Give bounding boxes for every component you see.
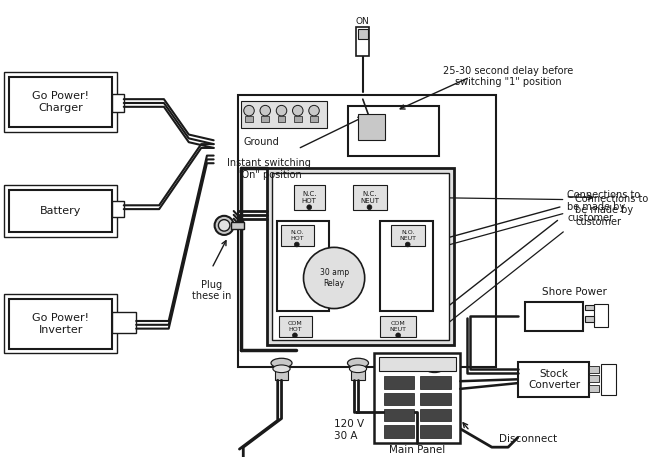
Bar bbox=[237, 95, 496, 367]
Circle shape bbox=[293, 333, 297, 338]
Bar bbox=[518, 362, 589, 396]
Bar bbox=[380, 220, 432, 311]
Bar bbox=[349, 106, 440, 156]
Bar bbox=[277, 116, 285, 122]
Bar bbox=[420, 425, 451, 438]
Text: N.C.
HOT: N.C. HOT bbox=[302, 191, 317, 204]
Circle shape bbox=[307, 205, 312, 210]
Text: Battery: Battery bbox=[40, 206, 81, 216]
Bar bbox=[9, 77, 112, 127]
Circle shape bbox=[396, 333, 401, 338]
Bar bbox=[594, 304, 608, 327]
Bar bbox=[589, 366, 599, 373]
Bar bbox=[589, 375, 599, 382]
Text: Go Power!
Inverter: Go Power! Inverter bbox=[32, 313, 89, 335]
Bar bbox=[310, 116, 318, 122]
Text: Connections to
be made by
customer: Connections to be made by customer bbox=[567, 190, 641, 223]
Text: Connections to
be made by
customer: Connections to be made by customer bbox=[575, 194, 648, 227]
Ellipse shape bbox=[218, 219, 230, 231]
Text: Ground: Ground bbox=[243, 137, 279, 148]
Text: Instant switching
"On" position: Instant switching "On" position bbox=[227, 158, 311, 180]
Bar bbox=[353, 185, 387, 210]
Bar bbox=[281, 226, 314, 247]
Bar bbox=[277, 220, 330, 311]
Bar bbox=[384, 376, 415, 389]
Bar bbox=[245, 116, 253, 122]
Bar bbox=[391, 226, 425, 247]
Bar bbox=[4, 72, 117, 132]
Bar bbox=[356, 28, 370, 56]
Circle shape bbox=[260, 106, 271, 116]
Bar bbox=[294, 185, 324, 210]
Circle shape bbox=[244, 106, 254, 116]
Bar bbox=[4, 185, 117, 237]
Bar bbox=[384, 409, 415, 421]
Ellipse shape bbox=[215, 216, 234, 235]
Bar bbox=[112, 201, 124, 217]
Bar bbox=[279, 316, 312, 337]
Bar bbox=[358, 113, 385, 140]
Bar bbox=[358, 29, 368, 39]
Bar bbox=[9, 190, 112, 232]
Bar bbox=[428, 369, 441, 380]
Text: Disconnect: Disconnect bbox=[499, 433, 557, 444]
Bar bbox=[384, 393, 415, 405]
Circle shape bbox=[367, 205, 372, 210]
Bar bbox=[379, 357, 455, 371]
Bar bbox=[420, 409, 451, 421]
Bar bbox=[294, 116, 302, 122]
Bar bbox=[589, 385, 599, 392]
Text: N.O.
HOT: N.O. HOT bbox=[290, 231, 304, 241]
Text: Shore Power: Shore Power bbox=[542, 287, 606, 297]
Circle shape bbox=[295, 242, 299, 247]
Bar bbox=[380, 316, 416, 337]
Ellipse shape bbox=[349, 365, 366, 373]
Text: 30 amp
Relay: 30 amp Relay bbox=[320, 268, 349, 288]
Ellipse shape bbox=[424, 358, 445, 368]
Text: Go Power!
Charger: Go Power! Charger bbox=[32, 91, 89, 113]
Text: COM
NEUT: COM NEUT bbox=[389, 321, 407, 332]
Text: 25-30 second delay before
switching "1" position: 25-30 second delay before switching "1" … bbox=[443, 66, 573, 87]
Bar bbox=[234, 92, 500, 371]
Text: COM
HOT: COM HOT bbox=[287, 321, 302, 332]
Bar bbox=[384, 425, 415, 438]
Circle shape bbox=[309, 106, 319, 116]
Bar bbox=[420, 393, 451, 405]
Ellipse shape bbox=[273, 365, 290, 373]
Bar bbox=[585, 305, 594, 311]
Circle shape bbox=[293, 106, 303, 116]
Bar bbox=[262, 116, 269, 122]
Text: Main Panel: Main Panel bbox=[389, 445, 445, 455]
Bar bbox=[601, 364, 616, 395]
Bar bbox=[420, 376, 451, 389]
Bar bbox=[9, 299, 112, 349]
Ellipse shape bbox=[271, 358, 292, 368]
Bar bbox=[267, 168, 453, 345]
Text: Plug
these in: Plug these in bbox=[192, 280, 231, 302]
Bar bbox=[231, 221, 244, 229]
Ellipse shape bbox=[426, 365, 443, 373]
Text: N.O.
NEUT: N.O. NEUT bbox=[399, 231, 416, 241]
Ellipse shape bbox=[347, 358, 368, 368]
Text: ON: ON bbox=[356, 17, 370, 26]
Bar bbox=[275, 369, 288, 380]
Bar bbox=[241, 101, 328, 128]
Bar bbox=[112, 94, 124, 112]
Bar bbox=[272, 173, 449, 340]
Bar bbox=[374, 353, 460, 443]
Bar bbox=[525, 302, 583, 331]
Text: Stock
Converter: Stock Converter bbox=[528, 368, 580, 390]
Bar bbox=[112, 312, 136, 333]
Circle shape bbox=[405, 242, 410, 247]
Bar bbox=[4, 294, 117, 354]
Circle shape bbox=[304, 248, 364, 309]
Bar bbox=[351, 369, 364, 380]
Text: 120 V
30 A: 120 V 30 A bbox=[334, 419, 364, 441]
Circle shape bbox=[276, 106, 287, 116]
Text: N.C.
NEUT: N.C. NEUT bbox=[360, 191, 379, 204]
Bar bbox=[585, 316, 594, 322]
